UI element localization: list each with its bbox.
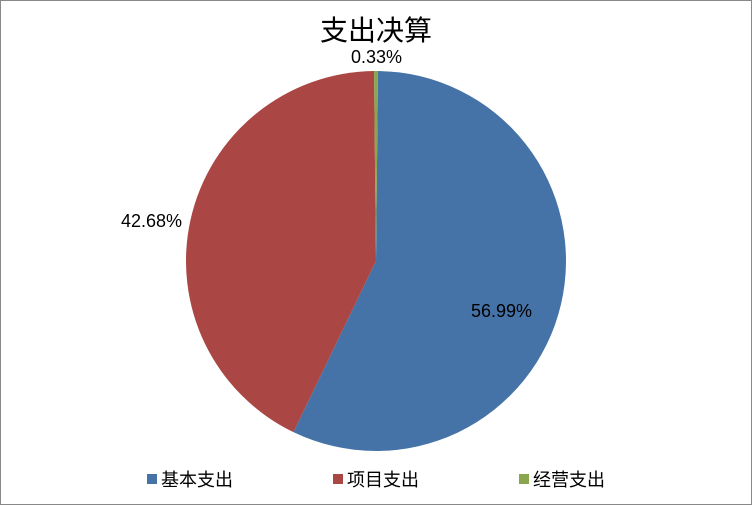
pie-wrapper [186,71,566,451]
legend-label-1: 项目支出 [347,466,419,492]
data-label-2: 0.33% [351,47,402,68]
data-label-0: 56.99% [471,301,532,322]
pie-chart-container: 支出决算 56.99% 42.68% 0.33% 基本支出 项目支出 经营支出 [0,0,752,505]
pie-svg [186,71,566,451]
data-label-1: 42.68% [121,211,182,232]
legend-marker-0 [147,474,157,484]
legend-item-2: 经营支出 [519,466,605,492]
legend-label-0: 基本支出 [161,466,233,492]
legend-item-0: 基本支出 [147,466,233,492]
chart-title: 支出决算 [1,9,751,49]
legend-marker-1 [333,474,343,484]
legend-item-1: 项目支出 [333,466,419,492]
legend-marker-2 [519,474,529,484]
legend-label-2: 经营支出 [533,466,605,492]
legend: 基本支出 项目支出 经营支出 [1,466,751,492]
